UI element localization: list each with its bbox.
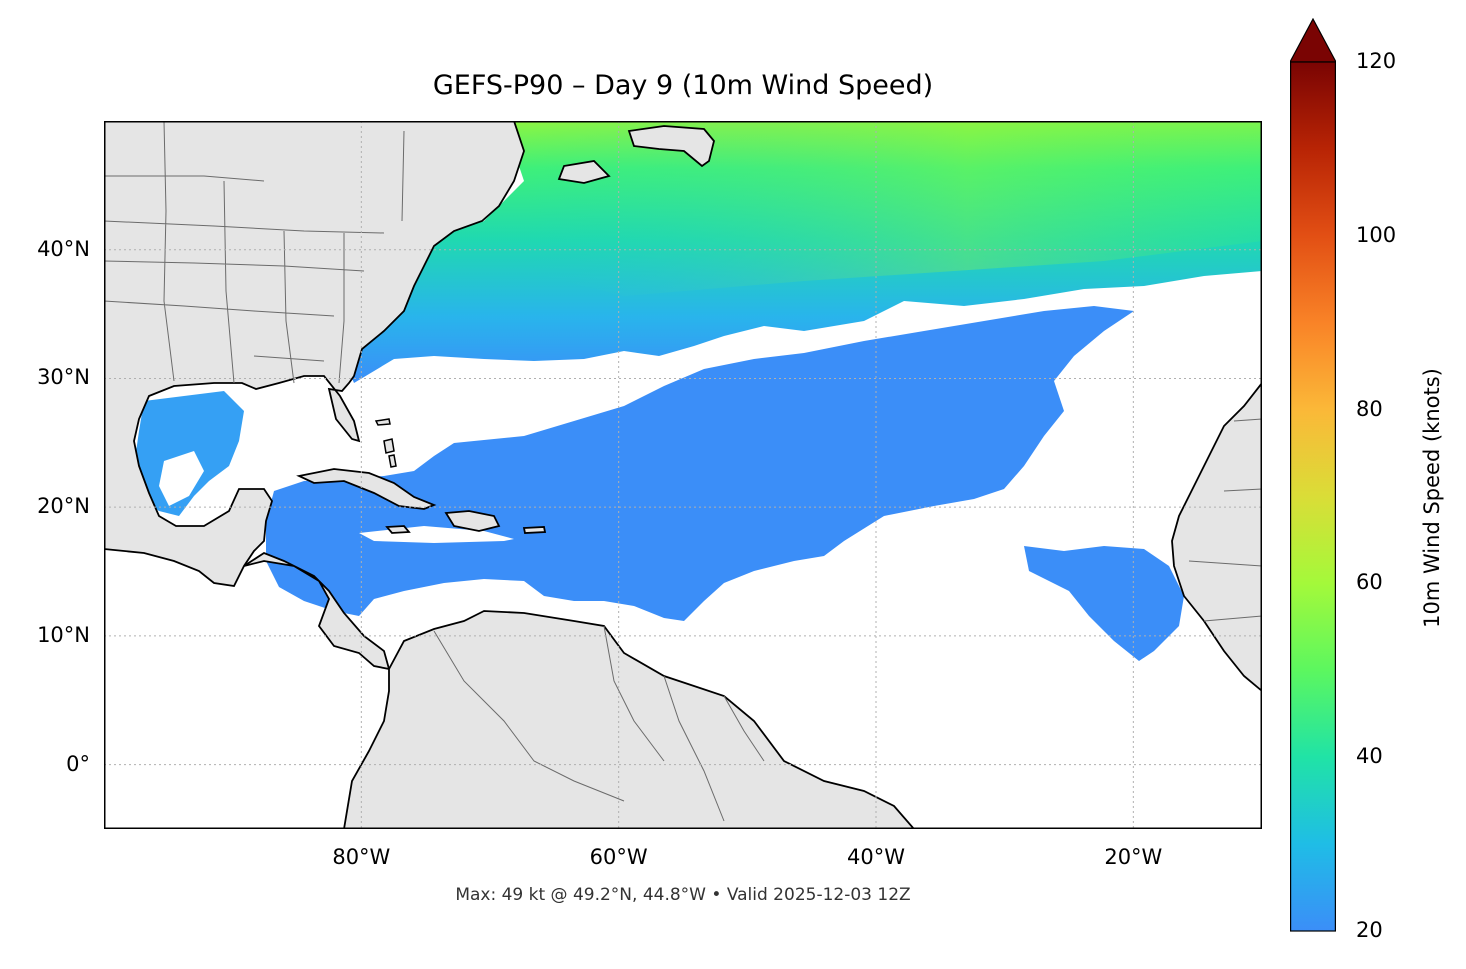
wind-field-north-highlight	[524, 121, 1262, 296]
colorbar-tick-label: 80	[1356, 396, 1383, 421]
wind-field-central	[266, 306, 1134, 621]
gulf-gap	[159, 451, 204, 506]
longitude-tick-label: 60°W	[589, 845, 648, 869]
map-panel[interactable]	[104, 121, 1262, 829]
colorbar-tick-label: 120	[1356, 49, 1397, 73]
map-gridlines	[104, 121, 1262, 829]
central-america-land	[243, 551, 391, 671]
jamaica-island	[385, 525, 411, 534]
latitude-tick-label: 30°N	[37, 365, 90, 390]
longitude-tick-label: 20°W	[1104, 845, 1163, 869]
map-title: GEFS-P90 – Day 9 (10m Wind Speed)	[432, 70, 934, 101]
colorbar-tick-label: 20	[1356, 918, 1383, 942]
puerto-rico-island	[522, 526, 547, 534]
longitude-tick-label: 80°W	[332, 845, 391, 869]
south-america-land	[343, 610, 916, 829]
longitude-tick-label: 40°W	[847, 845, 905, 869]
colorbar-extend-arrow	[1288, 17, 1338, 63]
nova-scotia-land	[557, 160, 611, 184]
bahamas-islands	[374, 418, 397, 468]
political-borders	[104, 121, 1262, 822]
north-america-land	[104, 121, 525, 587]
latitude-tick-label: 40°N	[37, 236, 90, 261]
africa-land	[1171, 381, 1262, 693]
colorbar-tick-label: 100	[1356, 222, 1397, 247]
map-border	[104, 121, 1262, 829]
colorbar-ramp	[1290, 61, 1336, 932]
map-canvas	[104, 121, 1262, 829]
hispaniola-island	[444, 510, 501, 532]
colorbar-graphic	[1288, 17, 1338, 932]
colorbar-tick-label: 40	[1356, 744, 1383, 769]
max-wind-footer: Max: 49 kt @ 49.2°N, 44.8°W • Valid 2025…	[455, 885, 911, 905]
colorbar-tick-label: 60	[1356, 570, 1383, 595]
newfoundland-land	[627, 125, 715, 168]
latitude-tick-label: 20°N	[37, 494, 90, 519]
colorbar-title: 10m Wind Speed (knots)	[1420, 368, 1444, 628]
wind-field-east	[1024, 546, 1184, 661]
colorbar	[1288, 17, 1338, 934]
latitude-tick-label: 0°	[66, 751, 90, 776]
latitude-tick-label: 10°N	[37, 622, 90, 647]
